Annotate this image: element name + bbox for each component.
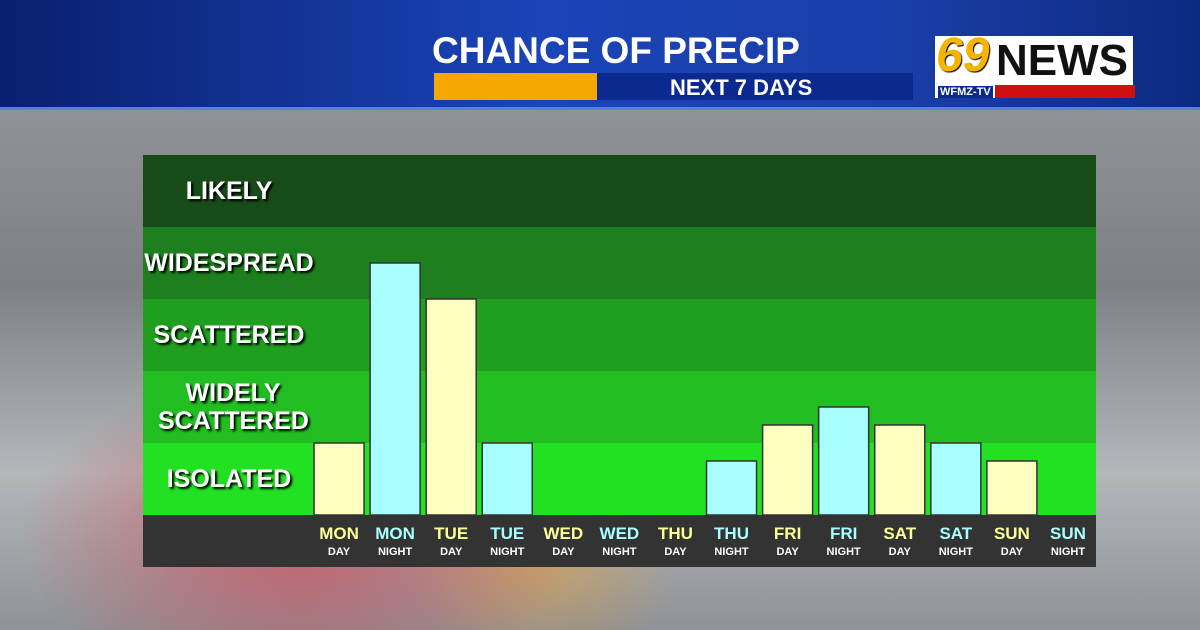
x-tick-sublabel: DAY <box>440 546 463 558</box>
bar <box>986 460 1038 516</box>
subtitle: NEXT 7 DAYS <box>670 75 813 100</box>
band <box>143 299 1096 371</box>
x-tick-sublabel: DAY <box>664 546 687 558</box>
x-tick-sublabel: NIGHT <box>827 546 862 558</box>
x-tick-sublabel: NIGHT <box>939 546 974 558</box>
x-tick-label: THU <box>658 524 693 543</box>
x-tick-sublabel: DAY <box>552 546 575 558</box>
band-label: WIDESPREAD <box>144 249 314 277</box>
x-tick-label: WED <box>543 524 583 543</box>
header-bar: CHANCE OF PRECIP NEXT 7 DAYS 69 NEWS WFM… <box>0 0 1200 110</box>
band <box>143 227 1096 299</box>
logo-station: WFMZ-TV <box>938 86 993 98</box>
x-tick-label: THU <box>714 524 749 543</box>
bar <box>481 442 533 516</box>
subtitle-bar <box>597 73 913 100</box>
bar <box>313 442 365 516</box>
x-tick-label: FRI <box>774 524 801 543</box>
x-tick-sublabel: DAY <box>889 546 912 558</box>
band-label: WIDELY SCATTERED <box>158 379 309 435</box>
x-tick-label: FRI <box>830 524 857 543</box>
logo-number: 69 <box>936 29 990 82</box>
band-label: SCATTERED <box>153 321 305 349</box>
x-tick-sublabel: NIGHT <box>714 546 749 558</box>
band-label: ISOLATED <box>166 465 292 493</box>
bar <box>425 298 477 516</box>
bar <box>705 460 758 516</box>
bar <box>874 424 926 516</box>
x-tick-label: SUN <box>1050 524 1086 543</box>
x-tick-sublabel: DAY <box>776 546 799 558</box>
x-tick-sublabel: NIGHT <box>490 546 525 558</box>
title: CHANCE OF PRECIP <box>432 30 800 71</box>
bar <box>817 406 870 516</box>
x-tick-sublabel: NIGHT <box>602 546 637 558</box>
x-tick-label: WED <box>600 524 640 543</box>
x-tick-sublabel: DAY <box>1001 546 1024 558</box>
x-tick-label: TUE <box>490 524 524 543</box>
bar <box>761 424 814 516</box>
accent-bar <box>434 73 597 100</box>
band <box>143 155 1096 227</box>
x-tick-label: MON <box>375 524 415 543</box>
x-tick-label: SAT <box>939 524 972 543</box>
x-tick-sublabel: NIGHT <box>1051 546 1086 558</box>
x-tick-label: MON <box>319 524 359 543</box>
label-strip <box>143 515 1096 567</box>
x-tick-sublabel: NIGHT <box>378 546 413 558</box>
x-tick-label: TUE <box>434 524 468 543</box>
band <box>143 371 1096 443</box>
bar <box>930 442 982 516</box>
logo-stripe <box>995 85 1135 98</box>
x-tick-label: SAT <box>883 524 916 543</box>
band-label: LIKELY <box>185 177 273 205</box>
bar <box>369 262 421 516</box>
logo-text: NEWS <box>996 36 1128 85</box>
x-tick-sublabel: DAY <box>328 546 351 558</box>
x-tick-label: SUN <box>994 524 1030 543</box>
